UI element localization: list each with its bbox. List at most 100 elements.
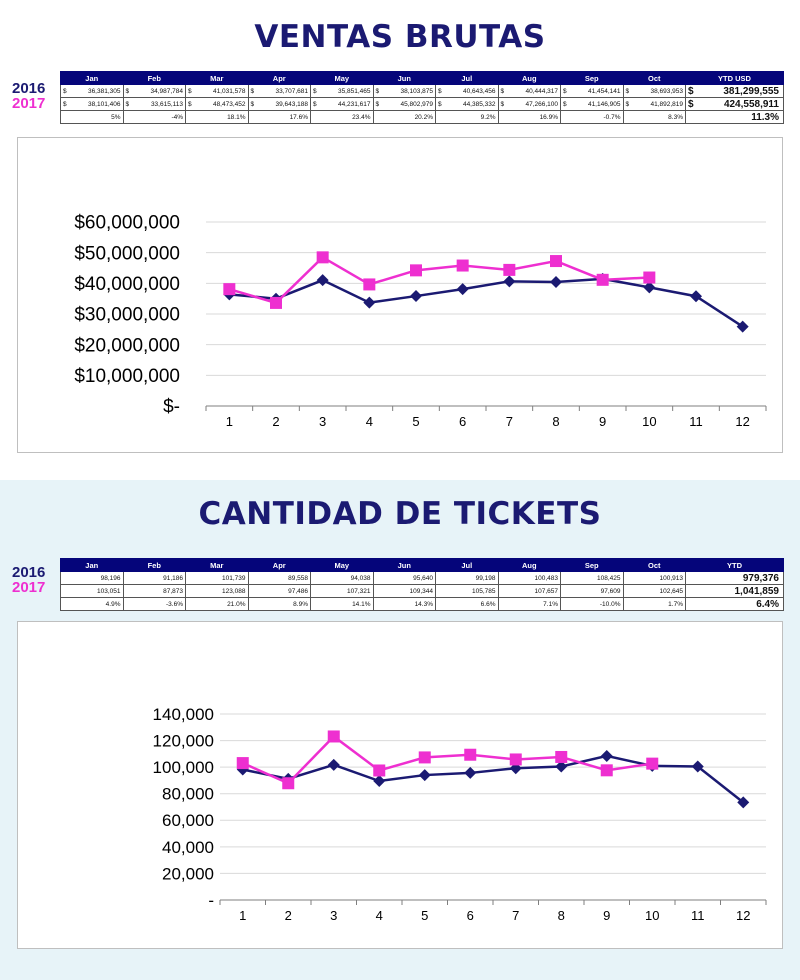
cell-value: 123,088	[222, 587, 246, 595]
data-point-2016	[690, 290, 702, 303]
month-header: Sep	[560, 558, 624, 572]
cell-value: 40,444,317	[525, 87, 558, 95]
table-cell: $33,707,681	[247, 84, 311, 98]
table-row-2016: 98,196 91,186 101,739 89,558 94,038 95,640 99,…	[60, 571, 784, 585]
currency-symbol: $	[438, 87, 442, 95]
pct-cell: 14.3%	[372, 597, 436, 611]
y-tick-label: 120,000	[153, 732, 214, 751]
table-cell: $36,381,305	[60, 84, 124, 98]
ventas-table: Jan Feb Mar Apr May Jun Jul Aug Sep Oct YTD USD $3…	[60, 71, 784, 124]
x-tick-label: 3	[319, 414, 326, 429]
table-cell: 123,088	[185, 584, 249, 598]
table-cell: $40,643,456	[435, 84, 499, 98]
y-tick-label: 20,000	[162, 864, 214, 883]
ytd-cell: $424,558,911	[685, 97, 784, 111]
cell-value: 99,198	[475, 574, 496, 582]
table-cell: $40,444,317	[497, 84, 561, 98]
currency-symbol: $	[188, 100, 192, 108]
currency-symbol: $	[250, 100, 255, 108]
month-header: Feb	[122, 558, 186, 572]
x-tick-label: 5	[421, 908, 428, 923]
data-point-2016	[410, 290, 422, 303]
table-cell: $38,103,875	[372, 84, 436, 98]
tickets-table: Jan Feb Mar Apr May Jun Jul Aug Sep Oct YTD 98,196…	[60, 558, 784, 611]
table-row-2017: 103,051 87,873 123,088 97,486 107,321 109,344…	[60, 584, 784, 598]
cell-value: 87,873	[163, 587, 183, 595]
data-point-2017	[363, 278, 376, 291]
data-point-2017	[646, 757, 659, 770]
y-tick-label: $-	[163, 397, 180, 418]
currency-symbol: $	[563, 100, 567, 108]
data-point-2017	[555, 750, 568, 763]
table-row-2016: $36,381,305 $34,987,784 $41,031,578 $33,707…	[60, 84, 784, 98]
series-2017-line	[228, 255, 650, 305]
x-tick-label: 12	[736, 908, 750, 923]
x-tick-label: 9	[603, 908, 610, 923]
ytd-cell: 1,041,859	[685, 584, 784, 598]
table-cell: 97,486	[247, 584, 311, 598]
cell-value: 38,103,875	[400, 87, 433, 95]
month-header: Jul	[435, 71, 499, 85]
y-tick-label: 80,000	[162, 785, 214, 804]
y-tick-label: $30,000,000	[74, 305, 180, 326]
data-point-2017	[464, 748, 477, 761]
month-header: Jun	[372, 71, 436, 85]
x-tick-label: 5	[412, 414, 419, 429]
data-point-2016	[456, 283, 469, 296]
ytd-header: YTD USD	[685, 71, 784, 85]
currency-symbol: $	[438, 100, 442, 108]
cell-value: 98,196	[100, 574, 121, 582]
cell-value: 109,344	[409, 587, 434, 595]
currency-symbol: $	[250, 87, 255, 95]
x-tick-label: 4	[366, 414, 373, 429]
table-cell: 103,051	[60, 584, 124, 598]
data-point-2017	[509, 753, 522, 766]
ytd-value: 424,558,911	[723, 98, 779, 110]
currency-symbol: $	[563, 87, 567, 95]
pct-cell: -10.0%	[560, 597, 624, 611]
x-tick-label: 8	[558, 908, 565, 923]
month-header: Apr	[247, 558, 311, 572]
pct-cell: 8.3%	[622, 110, 686, 124]
tickets-chart: - 20,000 40,000 60,000 80,000 100,000 120,000 1…	[17, 621, 783, 949]
month-header: Mar	[185, 558, 249, 572]
year-2016-label: 2016	[12, 80, 46, 97]
pct-cell: -4%	[122, 110, 186, 124]
x-tick-label: 12	[735, 414, 749, 429]
tickets-chart-svg: - 20,000 40,000 60,000 80,000 100,000 120,000 1…	[153, 705, 767, 923]
pct-cell: 23.4%	[310, 110, 374, 124]
y-tick-label: 60,000	[162, 811, 214, 830]
cell-value: 34,987,784	[150, 87, 183, 95]
table-cell: 101,739	[185, 571, 249, 585]
cell-value: 38,693,953	[650, 87, 683, 95]
data-point-2016	[373, 775, 386, 788]
y-tick-label: 40,000	[162, 838, 214, 857]
month-header: Jan	[60, 71, 124, 85]
table-cell: 108,425	[560, 571, 624, 585]
table-cell: 105,785	[435, 584, 499, 598]
data-point-2016	[736, 320, 749, 333]
data-point-2017	[643, 271, 656, 284]
series-2016-line	[242, 754, 745, 804]
cell-value: 41,454,141	[587, 87, 621, 95]
ytd-value: 979,376	[742, 572, 779, 584]
cell-value: 36,381,305	[87, 87, 121, 95]
cell-value: 97,486	[288, 587, 308, 595]
month-header: Mar	[185, 71, 249, 85]
table-cell: $44,231,617	[310, 97, 374, 111]
x-tick-label: 4	[376, 908, 383, 923]
data-point-2017	[223, 283, 236, 296]
currency-symbol: $	[125, 100, 130, 108]
cell-value: 95,640	[413, 574, 433, 582]
cell-value: 102,645	[659, 587, 684, 595]
year-2017-label: 2017	[12, 579, 46, 596]
month-header: Oct	[622, 71, 686, 85]
pct-cell: 1.7%	[622, 597, 686, 611]
cell-value: 39,643,188	[275, 100, 308, 108]
month-header: May	[310, 71, 374, 85]
data-point-2017	[282, 777, 295, 790]
data-point-2017	[410, 264, 422, 277]
pct-cell: 4.9%	[60, 597, 124, 611]
month-header: Jun	[372, 558, 436, 572]
currency-symbol: $	[125, 87, 130, 95]
